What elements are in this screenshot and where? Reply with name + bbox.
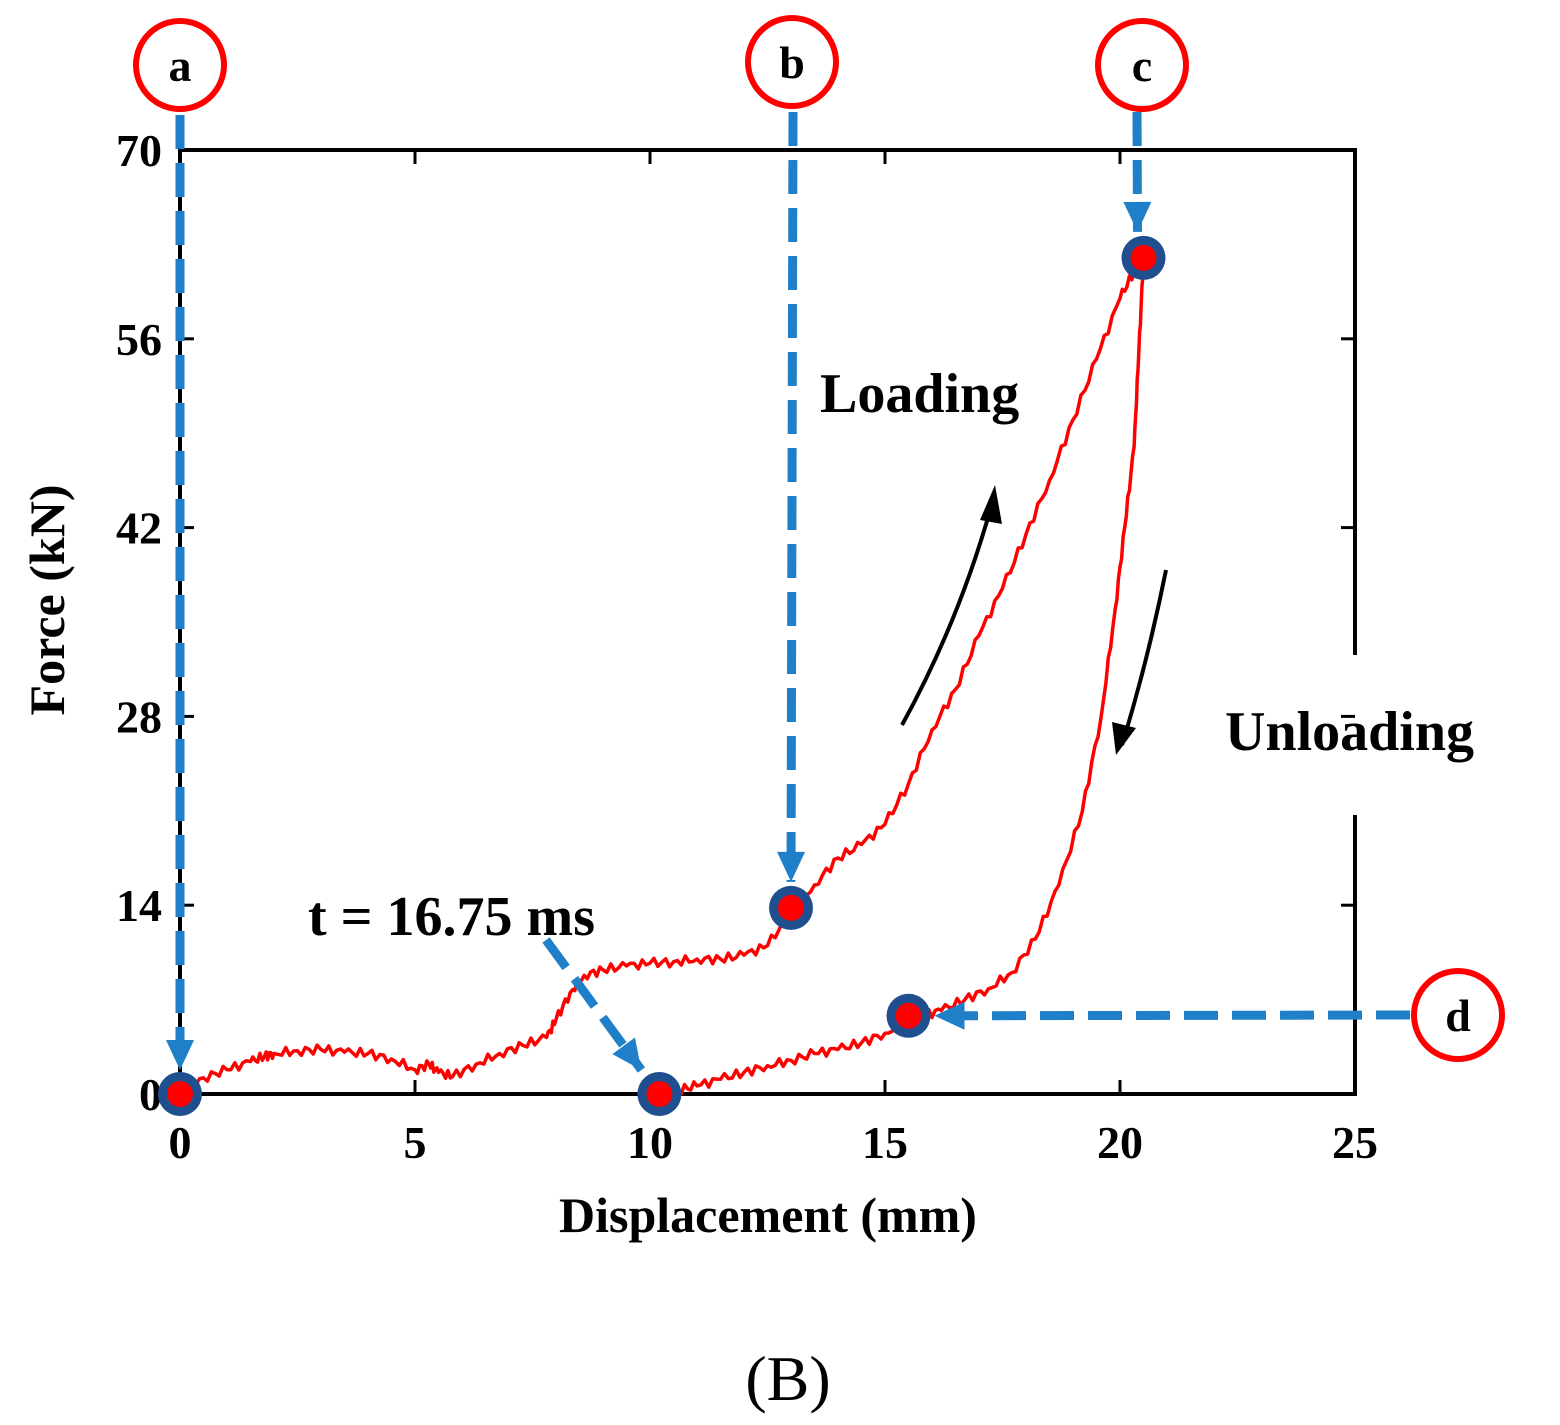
key-points: a b c d	[133, 15, 1505, 1116]
loading-arrowhead	[980, 485, 1002, 524]
unloading-label: Unloading	[1225, 701, 1474, 763]
loading-label: Loading	[820, 363, 1019, 425]
marker-letter-b: b	[779, 37, 805, 88]
arrow-c-head	[1123, 201, 1152, 232]
arrow-t-head	[612, 1037, 642, 1070]
unloading-arrowhead	[1112, 722, 1136, 755]
unloading-direction-arrow	[1120, 569, 1168, 746]
frame-gap	[1350, 655, 1360, 815]
point-a	[167, 1081, 193, 1107]
series-line-loading	[179, 257, 1146, 1090]
y-tick-label-5: 70	[116, 125, 162, 176]
marker-circle-c	[1095, 18, 1189, 112]
arrow-d-head	[934, 1001, 965, 1030]
point-b	[778, 894, 804, 921]
panel-label: (B)	[745, 1343, 830, 1414]
marker-circle-d	[1411, 968, 1505, 1062]
y-tick-label-1: 14	[116, 880, 162, 931]
y-tick-labels: 0 14 28 42 56 70	[116, 125, 162, 1120]
arrow-a-head	[166, 1040, 194, 1070]
marker-letter-c: c	[1132, 40, 1152, 91]
x-tick-label-1: 5	[404, 1117, 427, 1168]
series-line-unloading	[658, 257, 1146, 1098]
arrow-t	[542, 937, 646, 1073]
point-c	[1130, 244, 1157, 271]
x-tick-label-2: 10	[627, 1117, 673, 1168]
arrow-b-head	[777, 851, 806, 882]
x-axis-title: Displacement (mm)	[559, 1187, 977, 1243]
y-tick-label-0: 0	[139, 1069, 162, 1120]
y-tick-label-4: 56	[116, 314, 162, 365]
x-tick-labels: 0 5 10 15 20 25	[169, 1117, 1379, 1168]
y-tick-label-2: 28	[116, 691, 162, 742]
x-tick-label-0: 0	[169, 1117, 192, 1168]
point-t0	[646, 1081, 673, 1107]
marker-circle-a	[133, 18, 227, 112]
callout-arrows	[166, 111, 1411, 1073]
x-tick-label-5: 25	[1332, 1117, 1378, 1168]
x-tick-label-3: 15	[862, 1117, 908, 1168]
y-tick-label-3: 42	[116, 503, 162, 554]
marker-circle-b	[745, 15, 839, 109]
x-tick-label-4: 20	[1097, 1117, 1143, 1168]
y-axis-title: Force (kN)	[19, 485, 75, 716]
loading-direction-arrow	[900, 499, 995, 726]
plot-frame	[178, 148, 1357, 1096]
point-d	[895, 1002, 922, 1029]
series-group	[179, 257, 1146, 1098]
marker-letter-a: a	[169, 40, 192, 91]
arrow-d	[934, 1010, 1411, 1021]
tick-marks	[178, 148, 1357, 1096]
time-label: t = 16.75 ms	[308, 886, 595, 948]
arrow-b	[786, 111, 798, 882]
marker-letter-d: d	[1445, 990, 1471, 1041]
